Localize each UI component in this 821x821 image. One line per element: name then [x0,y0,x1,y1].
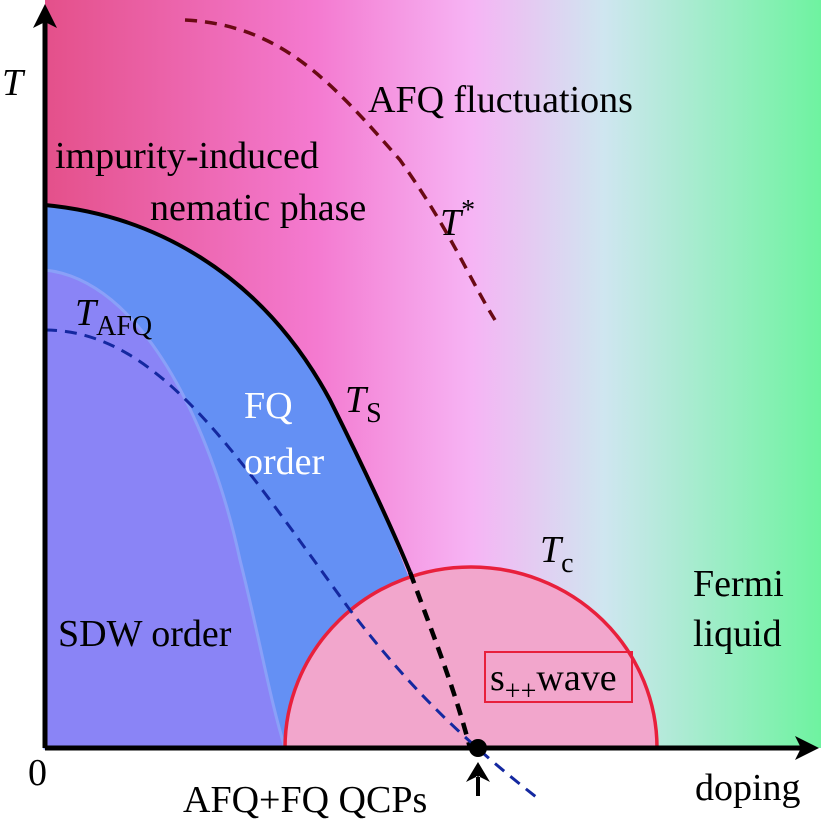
nematic-label: nematic phase [150,187,366,229]
tc-sub: c [561,548,573,579]
x-label: doping [695,767,801,809]
fq-label: FQ [244,385,293,427]
fermi-label: liquid [693,613,782,655]
tc-label: Tc [540,529,574,579]
tafq-line [44,328,541,802]
swave-label: s++wave [490,657,617,707]
fq-label: order [244,441,325,483]
y-label: T [2,62,26,104]
y-arrow [33,4,57,28]
afq-fluct-label: AFQ fluctuations [368,79,633,121]
qcp-arrow [466,762,490,796]
tstar-main: T [440,202,464,244]
tstar-label: T* [440,195,475,244]
tafq-sub: AFQ [96,311,152,342]
swave-main: s [490,657,505,699]
fermi-label: Fermi [693,563,784,605]
sdw-label: SDW order [58,613,232,655]
sdw-region [43,268,288,750]
x-arrow [795,736,819,760]
ts-main: T [345,379,369,421]
ts-label: TS [345,379,382,429]
swave-box [484,651,633,703]
ts-line [44,203,412,573]
qcp-dot [469,739,487,757]
qcp-label: AFQ+FQ QCPs [183,779,427,821]
tafq-label: TAFQ [75,292,152,342]
tafq-main: T [75,292,99,334]
tstar-sup: * [461,195,475,226]
tc-main: T [540,529,564,571]
ts-dashed [407,571,473,749]
ts-sub: S [366,398,382,429]
nematic-label: impurity-induced [55,135,319,177]
swave-sub: ++ [505,676,537,707]
swave-rest: wave [536,657,616,699]
origin-label: 0 [28,752,47,794]
